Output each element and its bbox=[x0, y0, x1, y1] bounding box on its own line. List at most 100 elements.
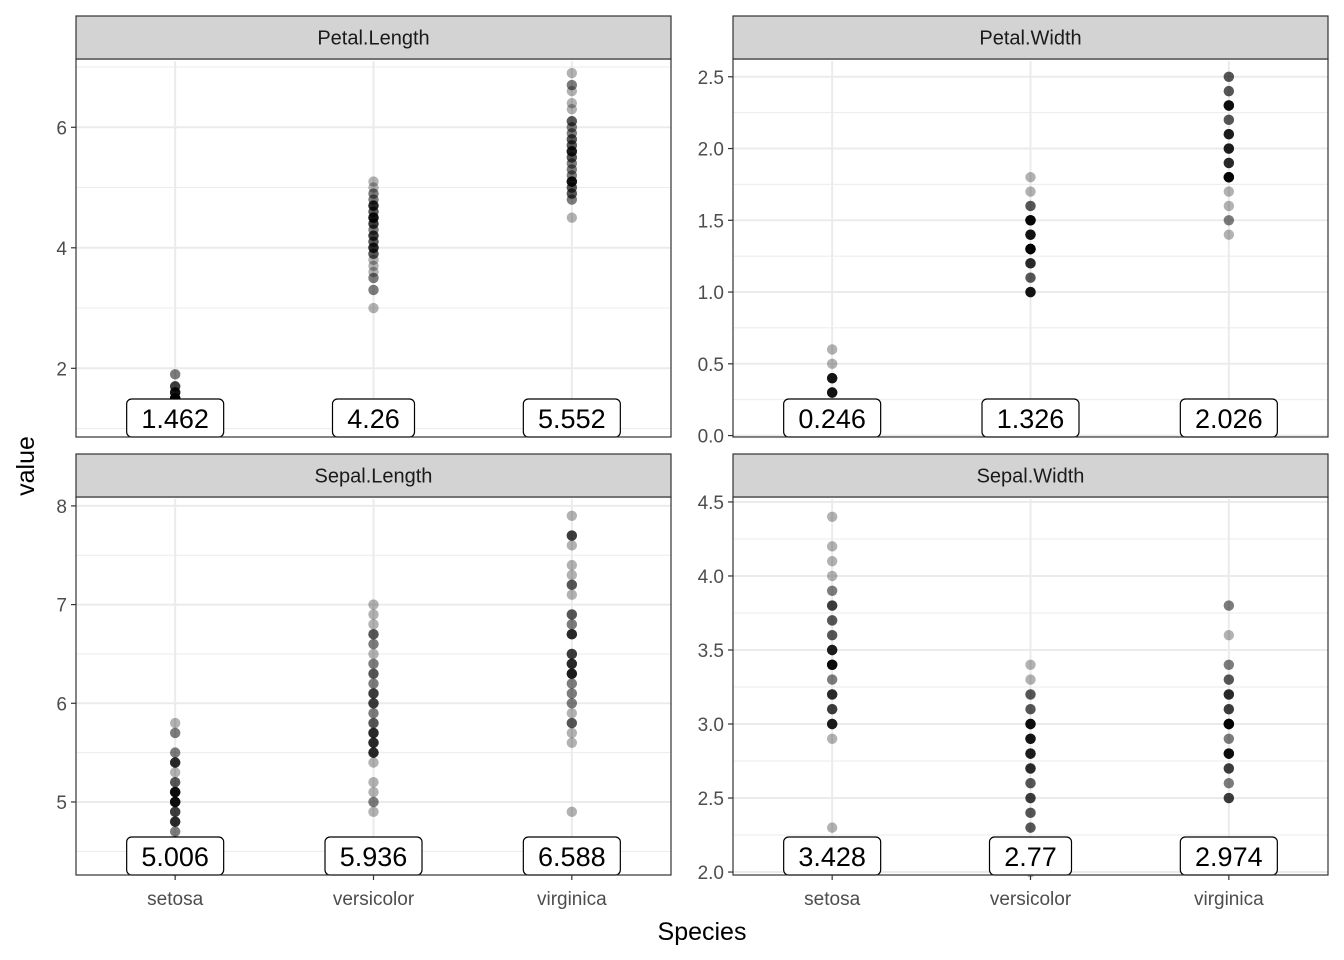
data-point bbox=[1025, 215, 1036, 226]
data-point bbox=[1025, 822, 1036, 833]
mean-label: 2.974 bbox=[1195, 842, 1263, 872]
data-point bbox=[169, 777, 181, 788]
data-point bbox=[1025, 258, 1036, 269]
data-point bbox=[566, 146, 578, 157]
data-point bbox=[566, 104, 578, 115]
data-point bbox=[1223, 100, 1235, 111]
data-point bbox=[1025, 215, 1036, 226]
data-point bbox=[1025, 822, 1036, 833]
data-point bbox=[1025, 243, 1036, 255]
data-point bbox=[1025, 689, 1036, 700]
data-point bbox=[368, 230, 379, 241]
facet-strip-label: Sepal.Length bbox=[315, 466, 433, 488]
data-point bbox=[1025, 243, 1036, 255]
data-point bbox=[1025, 704, 1036, 715]
y-tick-label: 4.0 bbox=[698, 567, 724, 588]
data-point bbox=[566, 629, 578, 640]
data-point bbox=[566, 152, 578, 163]
data-point bbox=[368, 806, 379, 818]
data-point bbox=[1223, 689, 1235, 700]
data-point bbox=[1025, 778, 1036, 789]
data-point bbox=[1025, 748, 1036, 759]
data-point bbox=[566, 140, 578, 151]
data-point bbox=[368, 200, 379, 211]
data-point bbox=[1223, 128, 1235, 140]
y-tick-label: 1.5 bbox=[698, 211, 724, 232]
data-point bbox=[566, 658, 578, 670]
data-point bbox=[826, 659, 838, 670]
data-point bbox=[826, 387, 838, 398]
y-tick-label: 2.0 bbox=[698, 863, 724, 884]
data-point bbox=[1223, 100, 1235, 111]
data-point bbox=[368, 212, 379, 223]
data-point bbox=[1223, 71, 1235, 82]
data-point bbox=[169, 369, 181, 380]
data-point bbox=[1223, 659, 1235, 670]
data-point bbox=[368, 212, 379, 223]
facet-panel-petal-width: 0.246 1.326 2.026 Petal.Width 0.0 0.5 1.0 1.5 2.… bbox=[698, 15, 1329, 448]
y-tick-label: 0.0 bbox=[698, 427, 724, 448]
data-point bbox=[566, 134, 578, 145]
data-point bbox=[1025, 229, 1036, 240]
data-point bbox=[368, 747, 379, 758]
data-point bbox=[566, 146, 578, 157]
data-point bbox=[368, 242, 379, 253]
data-point bbox=[1025, 286, 1036, 298]
data-point bbox=[1025, 243, 1036, 255]
mean-label: 0.246 bbox=[798, 404, 866, 434]
data-point bbox=[1025, 243, 1036, 255]
data-point bbox=[1223, 128, 1235, 140]
y-axis-title: value bbox=[12, 436, 40, 496]
data-point bbox=[826, 372, 838, 384]
data-point bbox=[368, 717, 379, 729]
data-point bbox=[169, 757, 181, 768]
data-point bbox=[1223, 114, 1235, 126]
data-point bbox=[169, 796, 181, 808]
data-point bbox=[368, 737, 379, 748]
data-point bbox=[566, 629, 578, 640]
data-point bbox=[368, 206, 379, 217]
data-point bbox=[1223, 600, 1235, 611]
data-point bbox=[1025, 704, 1036, 715]
facet-panel-sepal-width: 3.428 2.77 2.974 Sepal.Width 2.0 2.5 3.0 3.5 4.0… bbox=[698, 453, 1329, 910]
data-point bbox=[368, 727, 379, 739]
data-point bbox=[368, 272, 379, 284]
data-point bbox=[1025, 778, 1036, 789]
data-point bbox=[826, 387, 838, 398]
data-point bbox=[1223, 629, 1235, 641]
data-point bbox=[566, 727, 578, 739]
y-tick-label: 5 bbox=[56, 793, 67, 814]
data-point bbox=[566, 188, 578, 199]
data-point bbox=[566, 510, 578, 521]
data-point bbox=[826, 372, 838, 384]
data-point bbox=[826, 344, 838, 355]
data-point bbox=[368, 629, 379, 640]
data-point bbox=[826, 704, 838, 715]
data-point bbox=[1223, 100, 1235, 111]
data-point bbox=[826, 511, 838, 522]
mean-label: 1.462 bbox=[141, 404, 209, 434]
data-point bbox=[566, 140, 578, 151]
data-point bbox=[1025, 258, 1036, 269]
data-point bbox=[368, 629, 379, 640]
data-point bbox=[1025, 733, 1036, 745]
data-point bbox=[169, 757, 181, 768]
data-point bbox=[368, 218, 379, 229]
data-point bbox=[566, 188, 578, 199]
data-point bbox=[1025, 763, 1036, 774]
data-point bbox=[826, 629, 838, 641]
data-point bbox=[1223, 748, 1235, 759]
data-point bbox=[169, 786, 181, 798]
data-point bbox=[1025, 258, 1036, 269]
data-point bbox=[566, 658, 578, 670]
data-point bbox=[566, 170, 578, 181]
data-point bbox=[368, 707, 379, 719]
data-point bbox=[566, 668, 578, 679]
data-point bbox=[368, 658, 379, 670]
data-point bbox=[1223, 71, 1235, 82]
data-point bbox=[1223, 172, 1235, 183]
data-point bbox=[1223, 718, 1235, 730]
data-point bbox=[1025, 792, 1036, 804]
data-point bbox=[1025, 718, 1036, 730]
data-point bbox=[1223, 157, 1235, 169]
